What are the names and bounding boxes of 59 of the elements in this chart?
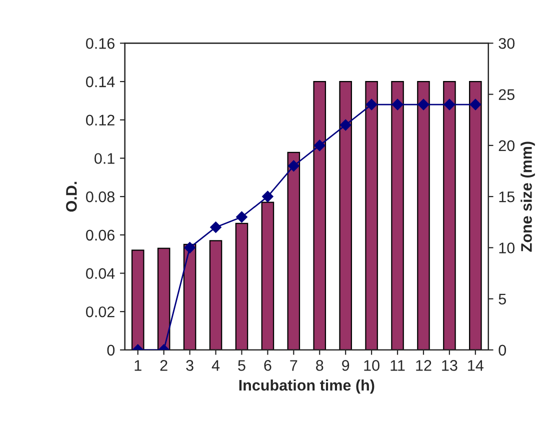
y-tick-label: 0 <box>107 344 115 356</box>
x-tick-label: 14 <box>468 360 484 371</box>
point <box>184 242 196 254</box>
point <box>288 160 300 172</box>
y-axis-title: O.D. <box>66 182 77 212</box>
y-tick-label: 0.14 <box>86 76 115 88</box>
point <box>262 190 274 202</box>
bar <box>287 152 300 350</box>
bar <box>365 80 378 350</box>
point <box>444 98 456 110</box>
y-tick-label: 0.06 <box>86 230 114 241</box>
y2-tick-label: 15 <box>499 192 514 202</box>
point <box>418 98 430 110</box>
y2-tick-label: 0 <box>498 344 506 356</box>
x-tick-label: 1 <box>134 360 142 371</box>
x-tick-label: 10 <box>364 360 380 371</box>
x-tick-label: 9 <box>342 360 350 371</box>
point <box>340 119 352 131</box>
point <box>366 98 378 110</box>
y-tick-label: 0.02 <box>86 306 114 318</box>
x-tick-label: 7 <box>290 360 298 371</box>
y2-tick-label: 10 <box>499 242 515 254</box>
y2-tick-label: 30 <box>498 38 515 49</box>
x-tick-label: 8 <box>316 360 324 371</box>
y2-tick-label: 25 <box>498 89 514 100</box>
bar <box>469 80 482 350</box>
x-tick-label: 6 <box>264 360 272 371</box>
point <box>210 222 222 233</box>
bar <box>235 222 248 350</box>
y2-tick-label: 20 <box>498 140 515 152</box>
bar <box>261 202 274 350</box>
x-tick-label: 12 <box>416 360 432 371</box>
y2-tick-label: 5 <box>498 294 506 304</box>
y-tick-label: 0.04 <box>86 268 115 279</box>
x-axis-title: Incubation time (h) <box>239 379 374 394</box>
y-tick-label: 0.08 <box>86 191 114 202</box>
bar <box>417 80 430 350</box>
bar <box>339 80 352 350</box>
x-tick-label: 5 <box>238 360 246 371</box>
x-tick-label: 4 <box>212 360 220 371</box>
bar <box>131 250 144 350</box>
bar <box>443 80 456 350</box>
x-tick-label: 2 <box>160 360 168 371</box>
y-tick-label: 0.1 <box>94 153 114 164</box>
bar <box>209 240 222 350</box>
bar <box>157 248 170 350</box>
point <box>314 140 326 152</box>
bar <box>391 80 404 350</box>
y-tick-label: 0.12 <box>86 114 114 126</box>
bar <box>313 80 326 350</box>
x-tick-label: 13 <box>442 360 458 371</box>
point <box>392 98 404 110</box>
x-tick-label: 3 <box>186 360 194 371</box>
y-tick-label: 0.16 <box>86 38 114 49</box>
x-tick-label: 11 <box>390 360 405 371</box>
point <box>236 211 248 223</box>
y2-axis-title: Zone size (mm) <box>520 142 535 252</box>
point <box>470 98 482 110</box>
bar <box>183 244 196 350</box>
